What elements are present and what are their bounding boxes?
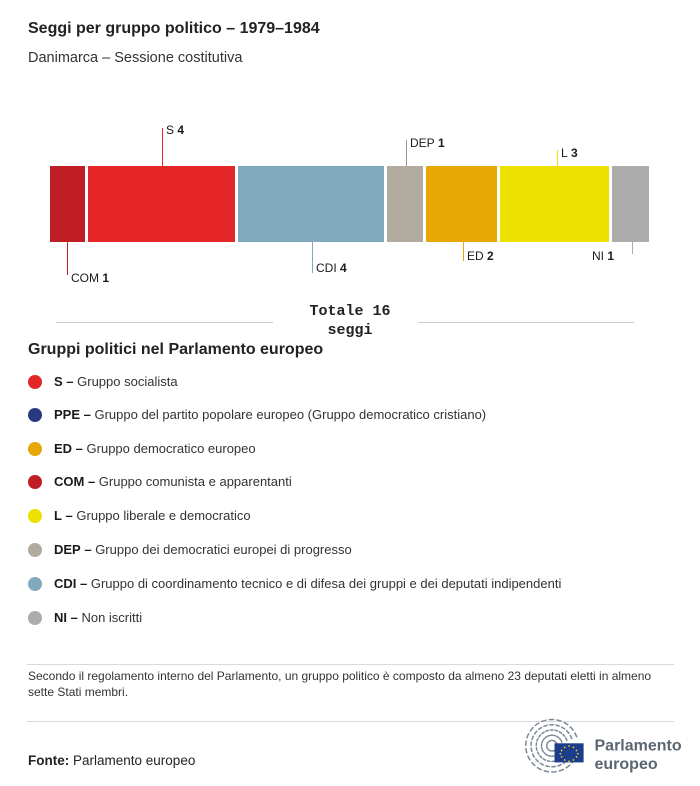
svg-text:Parlamento: Parlamento xyxy=(595,738,682,755)
svg-text:europeo: europeo xyxy=(595,756,658,773)
